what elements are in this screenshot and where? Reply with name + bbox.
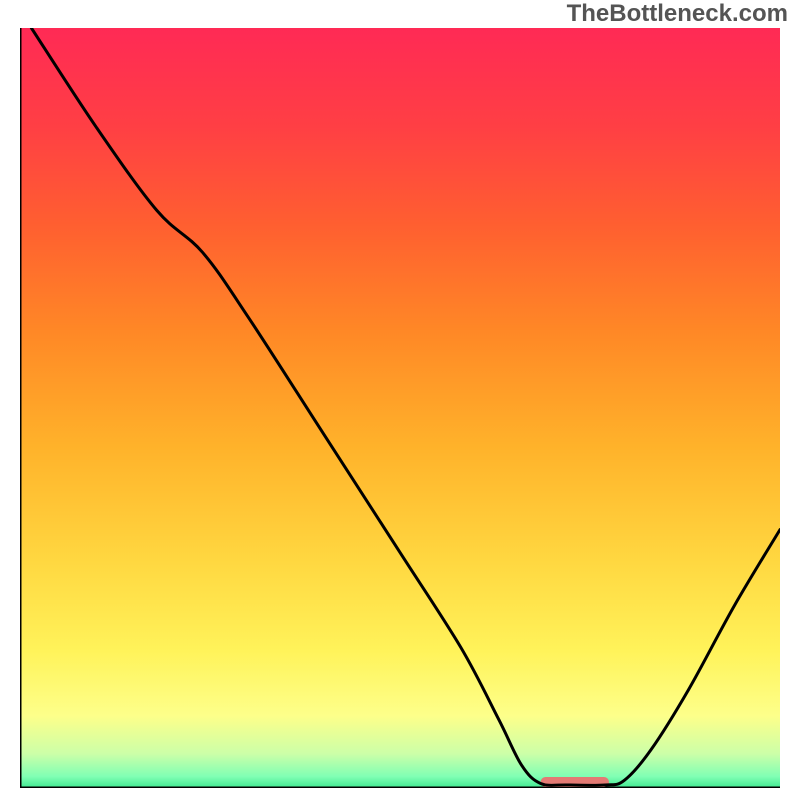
watermark-text: TheBottleneck.com [567,0,788,28]
chart-svg [20,28,780,788]
bottleneck-chart [20,28,780,788]
chart-background-gradient [20,28,780,788]
